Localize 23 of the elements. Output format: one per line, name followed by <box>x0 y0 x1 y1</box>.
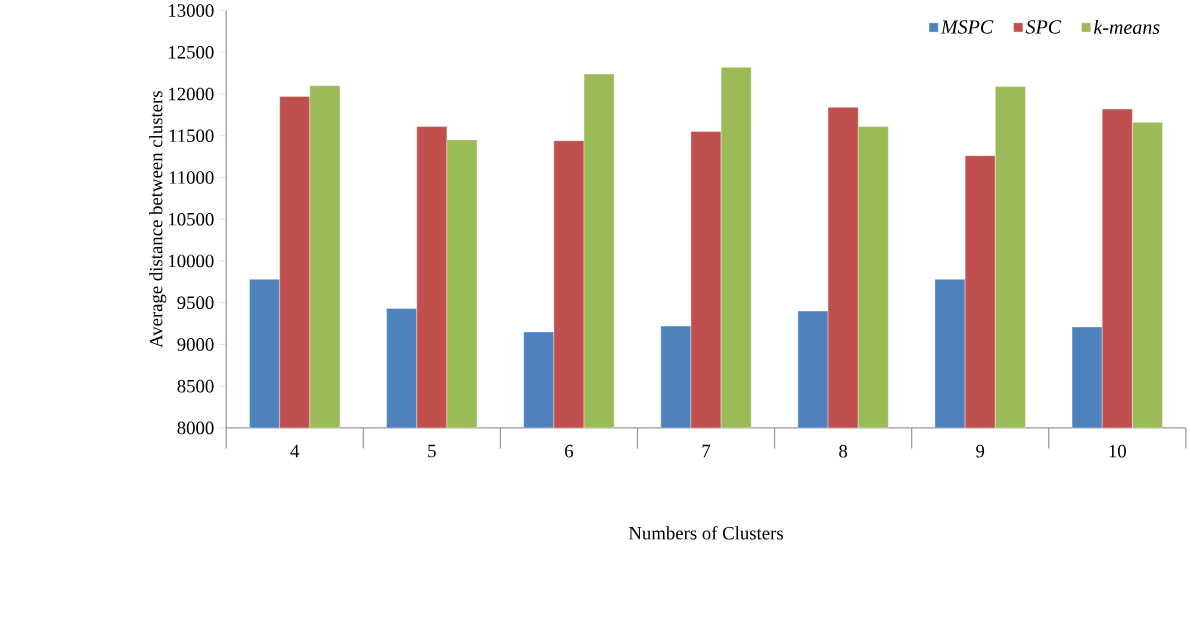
legend-label: SPC <box>1025 20 1062 34</box>
y-tick-label: 8000 <box>177 421 214 435</box>
y-tick-label: 12000 <box>169 87 214 101</box>
y-tick-label: 9000 <box>177 338 214 351</box>
y-tick-label: 10500 <box>169 212 214 226</box>
legend-label: MSPC <box>940 20 994 34</box>
x-tick-label: 10 <box>1109 444 1126 458</box>
x-tick-label: 8 <box>839 444 848 458</box>
y-tick-label: 8500 <box>177 379 214 393</box>
x-tick-label: 4 <box>290 444 300 458</box>
x-tick-label: 5 <box>428 444 436 458</box>
y-tick-label: 13000 <box>169 4 214 17</box>
x-tick-label: 6 <box>565 444 574 458</box>
y-tick-label: 9500 <box>177 296 214 309</box>
y-tick-label: 11000 <box>169 171 214 184</box>
y-axis-title: Average distance between clusters <box>149 91 167 348</box>
y-tick-label: 12500 <box>169 45 214 59</box>
legend-label: k-means <box>1094 19 1160 34</box>
x-tick-label: 9 <box>976 444 985 458</box>
x-tick-label: 7 <box>702 444 711 458</box>
y-tick-label: 10000 <box>169 254 214 268</box>
y-tick-label: 11500 <box>169 129 214 142</box>
x-axis-title: Numbers of Clusters <box>628 526 783 540</box>
